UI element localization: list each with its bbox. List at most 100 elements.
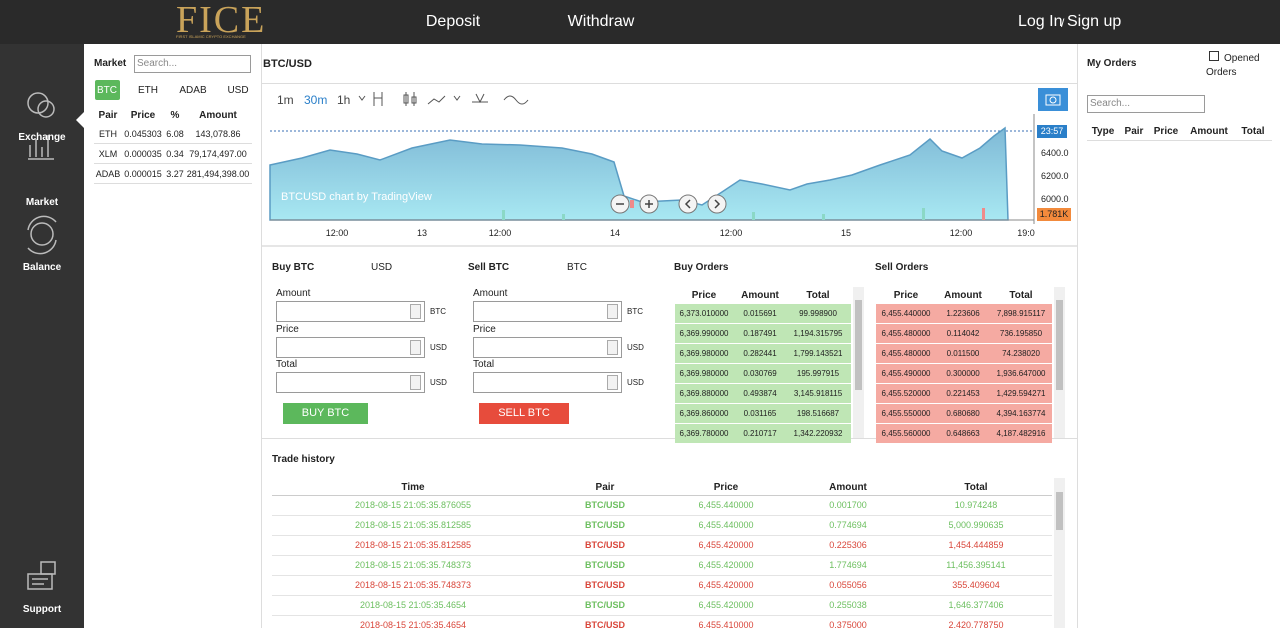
cell: 6,369.880000	[679, 389, 729, 398]
row-line	[272, 535, 1052, 536]
button[interactable]: BUY BTC	[283, 403, 368, 424]
input[interactable]	[276, 301, 425, 322]
row-line	[94, 163, 252, 164]
time-label: 13	[416, 228, 428, 238]
row-line	[94, 143, 252, 144]
time-label: 12:00	[949, 228, 973, 238]
tab: BTC	[97, 85, 117, 96]
cell: 0.000015	[124, 169, 162, 179]
history-title: Trade history	[272, 454, 335, 465]
input[interactable]	[473, 337, 622, 358]
time-label: 12:00	[325, 228, 349, 238]
cell: 1,429.594271	[996, 389, 1046, 398]
cell: 1.774694	[829, 560, 867, 570]
checkbox[interactable]	[1209, 51, 1219, 61]
watermark: BTCUSD chart by TradingView	[281, 191, 432, 203]
order-row	[876, 404, 1052, 423]
cell: BTC/USD	[585, 540, 625, 550]
side-label: Market	[25, 197, 59, 208]
cell: XLM	[98, 149, 118, 159]
divider	[262, 438, 1077, 439]
interval[interactable]: 1m	[277, 93, 294, 107]
cell: 2018-08-15 21:05:35.748373	[354, 580, 472, 590]
price-label: 6000.0	[1041, 194, 1069, 204]
cell: 7,898.915117	[996, 309, 1046, 318]
col-header: Price	[893, 290, 919, 301]
cell: 3,145.918115	[793, 389, 843, 398]
interval[interactable]: 1h	[337, 93, 351, 107]
cell: 6,455.420000	[698, 560, 754, 570]
divider	[262, 245, 1077, 247]
field-label: Total	[473, 359, 495, 370]
cell: 3.27	[166, 169, 184, 179]
cell: 1,454.444859	[948, 540, 1004, 550]
col-header: Price	[691, 290, 717, 301]
row-line	[272, 495, 1052, 496]
input[interactable]	[276, 337, 425, 358]
cell: 6,455.480000	[881, 349, 931, 358]
cell: 2018-08-15 21:05:35.876055	[354, 500, 472, 510]
col-header: Amount	[199, 110, 237, 121]
col-header: Type	[1091, 126, 1115, 137]
col-header: Pair	[1124, 126, 1144, 137]
unit: USD	[430, 378, 447, 387]
book-title: Sell Orders	[875, 262, 929, 273]
divider	[1077, 44, 1078, 628]
chart-title: BTC/USD	[263, 58, 312, 70]
col-header: Price	[1153, 126, 1179, 137]
cell: 736.195850	[999, 329, 1043, 338]
order-row	[675, 384, 851, 403]
nav-link: Withdraw	[567, 13, 635, 30]
search[interactable]: Search...	[134, 55, 251, 73]
side-label: Exchange	[18, 132, 66, 143]
login[interactable]: Log In	[1018, 13, 1063, 30]
cell: 6,455.440000	[881, 309, 931, 318]
cell: 6,369.980000	[679, 349, 729, 358]
col-header: Total	[964, 482, 988, 493]
input[interactable]	[276, 372, 425, 393]
field-label: Amount	[473, 288, 508, 299]
col-header: %	[170, 110, 180, 121]
form-title: Sell BTC	[468, 262, 510, 273]
cell: 2018-08-15 21:05:35.812585	[354, 520, 472, 530]
col-header: Total	[1009, 290, 1033, 301]
cell: 0.001700	[829, 500, 867, 510]
top-bar	[0, 0, 1280, 44]
col-header: Pair	[595, 482, 615, 493]
cell: 1,799.143521	[793, 349, 843, 358]
cell: 99.998900	[799, 309, 837, 318]
spinner	[607, 375, 618, 390]
row-line	[272, 555, 1052, 556]
cell: 0.282441	[743, 349, 777, 358]
cell: BTC/USD	[585, 500, 625, 510]
side-label: Balance	[22, 262, 62, 273]
order-row	[876, 424, 1052, 443]
cell: 6,455.550000	[881, 409, 931, 418]
tab: USD	[227, 85, 249, 96]
order-row	[675, 424, 851, 443]
time-label: 12:00	[488, 228, 512, 238]
cell: 0.255038	[829, 600, 867, 610]
logo: FICE	[176, 0, 267, 41]
cell: 195.997915	[796, 369, 840, 378]
field-label: Price	[276, 324, 299, 335]
side-icons	[27, 92, 84, 590]
signup[interactable]: Sign up	[1067, 13, 1122, 30]
cell: 0.648663	[946, 429, 980, 438]
interval[interactable]: 30m	[304, 93, 328, 107]
search[interactable]: Search...	[1087, 95, 1205, 113]
cell: 198.516687	[796, 409, 840, 418]
cell: 0.187491	[743, 329, 777, 338]
cell: 4,187.482916	[996, 429, 1046, 438]
form-currency: BTC	[567, 262, 587, 273]
cell: ADAB	[95, 169, 121, 179]
cell: 1,646.377406	[948, 600, 1004, 610]
cell: 0.030769	[743, 369, 777, 378]
tab: ETH	[138, 85, 158, 96]
button[interactable]: SELL BTC	[479, 403, 569, 424]
field-label: Amount	[276, 288, 311, 299]
input[interactable]	[473, 372, 622, 393]
input[interactable]	[473, 301, 622, 322]
side-bar	[0, 44, 84, 628]
cell: 6,455.520000	[881, 389, 931, 398]
